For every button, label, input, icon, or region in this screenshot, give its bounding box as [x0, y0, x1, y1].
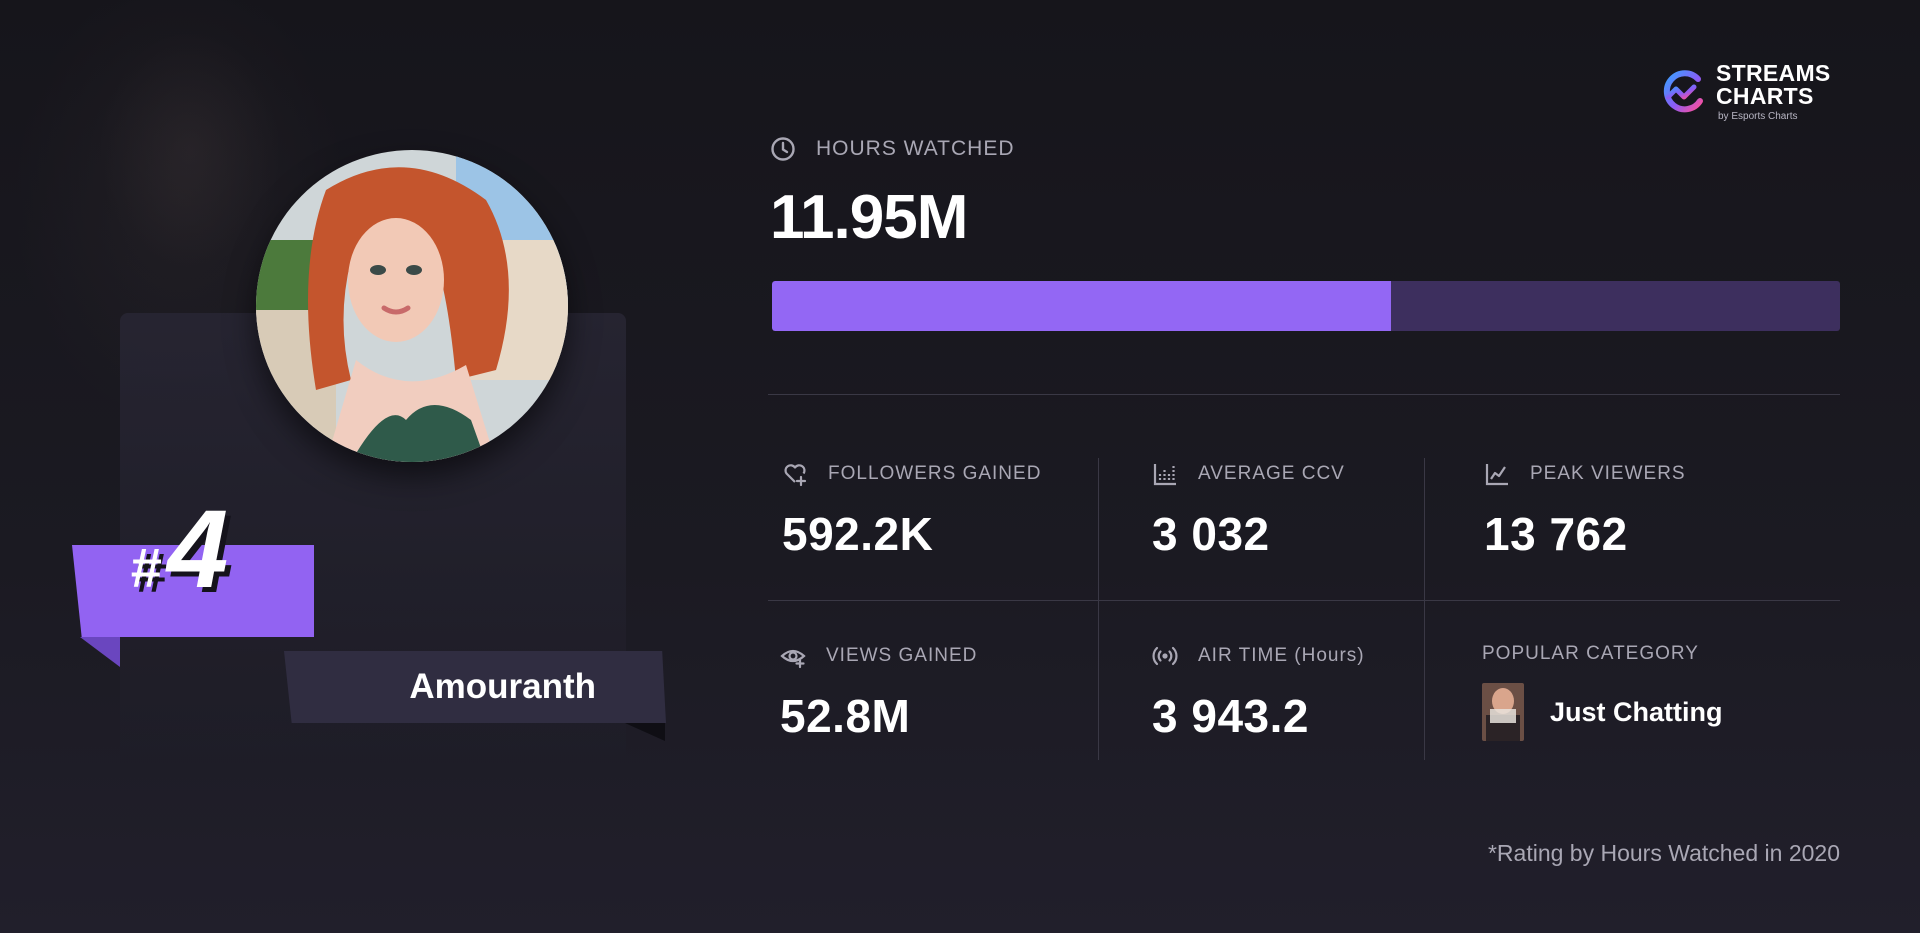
rank-ribbon: [72, 545, 314, 637]
logo-mark-icon: [1663, 70, 1703, 113]
rank-badge: # 4: [130, 488, 229, 611]
stat-air-time: AIR TIME (Hours) 3 943.2: [1152, 643, 1365, 743]
line-chart-icon: [1484, 461, 1510, 487]
bar-chart-icon: [1152, 461, 1178, 487]
hours-watched-value: 11.95M: [770, 183, 968, 252]
stat-label: VIEWS GAINED: [826, 645, 978, 666]
stat-value: 52.8M: [780, 690, 911, 742]
footnote: *Rating by Hours Watched in 2020: [1487, 840, 1840, 866]
stat-label: FOLLOWERS GAINED: [828, 463, 1042, 484]
column-divider-2: [1424, 458, 1425, 760]
streamer-avatar: [256, 150, 568, 462]
streams-charts-logo: STREAMS CHARTS by Esports Charts: [1658, 62, 1831, 122]
divider-middle: [768, 600, 1840, 601]
name-ribbon-shadow: [625, 723, 665, 741]
hours-watched-bar: [772, 281, 1840, 331]
stat-peak-viewers: PEAK VIEWERS 13 762: [1484, 461, 1686, 561]
stat-average-ccv: AVERAGE CCV 3 032: [1152, 461, 1345, 561]
divider-top: [768, 394, 1840, 395]
logo-subtitle: by Esports Charts: [1718, 111, 1798, 122]
stat-popular-category: POPULAR CATEGORY Just Chatting: [1482, 643, 1723, 741]
stat-value: 592.2K: [782, 508, 934, 560]
category-thumbnail: [1482, 683, 1524, 741]
rank-number: 4: [167, 488, 229, 611]
column-divider-1: [1098, 458, 1099, 760]
eye-plus-icon: [780, 643, 806, 669]
hours-watched-label-text: HOURS WATCHED: [816, 137, 1015, 160]
heart-plus-icon: [782, 461, 808, 487]
stat-value: 3 943.2: [1152, 690, 1309, 742]
stat-views-gained: VIEWS GAINED 52.8M: [780, 643, 977, 743]
stat-label: AIR TIME (Hours): [1198, 645, 1365, 666]
category-name: Just Chatting: [1550, 696, 1723, 727]
rank-ribbon-fold: [80, 637, 120, 667]
hours-watched-bar-fill: [772, 281, 1392, 331]
stat-label: POPULAR CATEGORY: [1482, 643, 1699, 664]
logo-title-line2: CHARTS: [1716, 83, 1814, 109]
stat-value: 3 032: [1152, 508, 1270, 560]
streamer-name: Amouranth: [409, 667, 596, 706]
stat-value: 13 762: [1484, 508, 1628, 560]
rank-hash: #: [130, 536, 162, 599]
stat-followers-gained: FOLLOWERS GAINED 592.2K: [782, 461, 1041, 561]
stat-label: PEAK VIEWERS: [1530, 463, 1686, 484]
stat-label: AVERAGE CCV: [1198, 463, 1345, 484]
broadcast-icon: [1152, 643, 1178, 669]
logo-title-line1: STREAMS: [1716, 60, 1831, 86]
clock-icon: [770, 136, 796, 162]
name-ribbon: Amouranth: [284, 651, 666, 723]
hours-watched-label: HOURS WATCHED: [770, 136, 1015, 162]
